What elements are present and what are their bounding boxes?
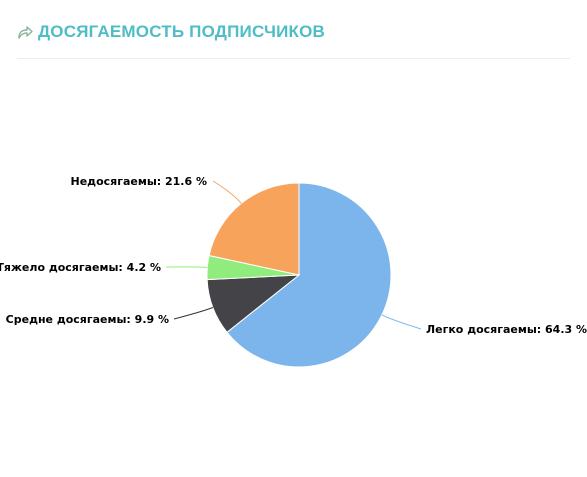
leader-line bbox=[165, 266, 208, 268]
data-label: Тяжело досягаемы: 4.2 % bbox=[0, 261, 161, 274]
share-arrow-icon bbox=[17, 25, 33, 39]
data-label: Средне досягаемы: 9.9 % bbox=[6, 313, 169, 326]
widget-header: ДОСЯГАЕМОСТЬ ПОДПИСЧИКОВ bbox=[17, 20, 567, 44]
leader-line bbox=[381, 314, 422, 330]
widget-title: ДОСЯГАЕМОСТЬ ПОДПИСЧИКОВ bbox=[38, 22, 326, 41]
header-divider bbox=[17, 58, 570, 59]
leader-line bbox=[212, 180, 242, 204]
pie-slice[interactable] bbox=[226, 182, 392, 368]
data-label: Легко досягаемы: 64.3 % bbox=[426, 323, 587, 336]
leader-line bbox=[173, 307, 214, 320]
data-label: Недосягаемы: 21.6 % bbox=[71, 175, 207, 188]
